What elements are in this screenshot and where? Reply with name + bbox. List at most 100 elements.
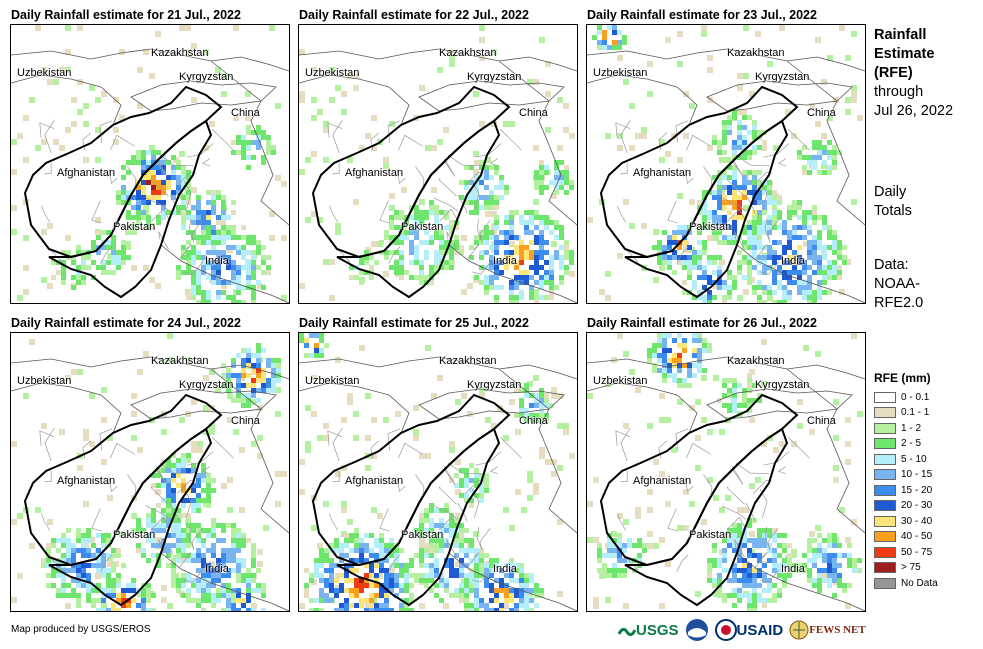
country-label-kazakhstan: Kazakhstan xyxy=(727,355,785,367)
usaid-logo: USAID xyxy=(714,619,783,641)
noaa-seal-icon xyxy=(685,619,708,641)
country-label-kyrgyzstan: Kyrgyzstan xyxy=(755,71,810,83)
legend-item: 0 - 0.1 xyxy=(874,390,929,404)
country-label-uzbekistan: Uzbekistan xyxy=(17,67,72,79)
rainfall-layer xyxy=(587,333,863,611)
panel-1: Daily Rainfall estimate for 21 Jul., 202… xyxy=(9,8,290,308)
border-pakistan xyxy=(336,119,501,299)
border-uzbekistan xyxy=(587,382,698,434)
country-label-pakistan: Pakistan xyxy=(113,529,156,541)
country-label-china: China xyxy=(519,107,548,119)
map-canvas xyxy=(299,333,577,611)
title-line-3: (RFE) xyxy=(874,65,913,81)
country-label-afghanistan: Afghanistan xyxy=(633,167,692,179)
country-label-kyrgyzstan: Kyrgyzstan xyxy=(467,71,522,83)
sidebar-title: Rainfall Estimate (RFE) through Jul 26, … xyxy=(874,26,953,121)
country-label-india: India xyxy=(493,563,517,575)
border-pakistan xyxy=(336,427,501,607)
legend-item: > 75 xyxy=(874,561,921,575)
border-kyrgyzstan xyxy=(418,388,565,420)
rainfall-map: Kazakhstan Uzbekistan Kyrgyzstan China Afgha… xyxy=(298,24,578,304)
border-kyrgyzstan xyxy=(418,80,565,112)
legend-item: 15 - 20 xyxy=(874,483,932,497)
border-china xyxy=(786,368,865,534)
legend-label: 1 - 2 xyxy=(901,422,922,434)
country-label-kyrgyzstan: Kyrgyzstan xyxy=(755,379,810,391)
border-pakistan xyxy=(48,119,213,299)
country-label-kazakhstan: Kazakhstan xyxy=(151,47,209,59)
usgs-logo: USGS xyxy=(618,622,679,639)
panel-title: Daily Rainfall estimate for 21 Jul., 202… xyxy=(11,8,241,22)
legend-swatch xyxy=(874,562,896,573)
legend-label: 10 - 15 xyxy=(901,469,933,480)
border-kazakhstan xyxy=(587,48,865,72)
border-india xyxy=(160,244,289,303)
fewsnet-logo: FEWS NET xyxy=(789,620,866,640)
panel-3: Daily Rainfall estimate for 23 Jul., 202… xyxy=(585,8,866,308)
legend-swatch xyxy=(874,500,896,511)
border-china xyxy=(786,60,865,226)
rainfall-map: Kazakhstan Uzbekistan Kyrgyzstan China Afgha… xyxy=(298,332,578,612)
rainfall-map: Kazakhstan Uzbekistan Kyrgyzstan China Afgha… xyxy=(586,24,866,304)
legend-label: 20 - 30 xyxy=(901,500,933,511)
border-kyrgyzstan xyxy=(706,80,853,112)
border-kazakhstan xyxy=(587,356,865,380)
legend-swatch xyxy=(874,469,896,480)
panel-4: Daily Rainfall estimate for 24 Jul., 202… xyxy=(9,316,290,616)
legend-label: 15 - 20 xyxy=(901,484,933,496)
border-kazakhstan xyxy=(299,356,577,380)
country-label-india: India xyxy=(205,255,229,267)
usgs-wave-icon xyxy=(618,627,636,637)
border-china xyxy=(498,368,577,534)
country-label-kazakhstan: Kazakhstan xyxy=(439,47,497,59)
legend-swatch xyxy=(874,484,896,496)
through-label: through xyxy=(874,84,924,100)
map-canvas xyxy=(11,25,289,303)
title-line-2: Estimate xyxy=(874,46,935,62)
legend-swatch xyxy=(874,453,896,465)
title-line-1: Rainfall xyxy=(874,27,927,43)
legend-item: 2 - 5 xyxy=(874,437,921,451)
legend-item: No Data xyxy=(874,576,938,590)
country-label-pakistan: Pakistan xyxy=(401,221,444,233)
border-china xyxy=(210,60,289,226)
country-label-pakistan: Pakistan xyxy=(689,221,732,233)
legend-label: 30 - 40 xyxy=(901,515,933,527)
legend-title: RFE (mm) xyxy=(874,371,931,385)
border-india xyxy=(736,552,865,611)
border-kyrgyzstan xyxy=(130,388,277,420)
border-uzbekistan xyxy=(587,74,698,126)
country-label-china: China xyxy=(231,107,260,119)
map-canvas xyxy=(587,25,865,303)
country-label-pakistan: Pakistan xyxy=(689,529,732,541)
map-canvas xyxy=(11,333,289,611)
border-india xyxy=(736,244,865,303)
legend-swatch xyxy=(874,546,896,558)
country-label-afghanistan: Afghanistan xyxy=(57,167,116,179)
country-label-uzbekistan: Uzbekistan xyxy=(593,67,648,79)
country-label-china: China xyxy=(807,107,836,119)
credit-text: Map produced by USGS/EROS xyxy=(11,624,151,635)
map-canvas xyxy=(587,333,865,611)
legend-item: 10 - 15 xyxy=(874,468,932,482)
border-china xyxy=(498,60,577,226)
legend-label: 50 - 75 xyxy=(901,546,933,558)
country-label-pakistan: Pakistan xyxy=(113,221,156,233)
country-label-afghanistan: Afghanistan xyxy=(345,167,404,179)
daily-totals-label: Daily Totals xyxy=(874,184,912,219)
country-label-uzbekistan: Uzbekistan xyxy=(305,375,360,387)
country-label-kyrgyzstan: Kyrgyzstan xyxy=(179,379,234,391)
legend-label: 40 - 50 xyxy=(901,531,933,542)
panel-title: Daily Rainfall estimate for 25 Jul., 202… xyxy=(299,316,529,330)
map-canvas xyxy=(299,25,577,303)
country-label-kyrgyzstan: Kyrgyzstan xyxy=(179,71,234,83)
legend-swatch xyxy=(874,577,896,589)
border-india xyxy=(448,552,577,611)
rainfall-map: Kazakhstan Uzbekistan Kyrgyzstan China Afgha… xyxy=(586,332,866,612)
rainfall-layer xyxy=(299,25,575,303)
country-label-afghanistan: Afghanistan xyxy=(57,475,116,487)
panel-title: Daily Rainfall estimate for 24 Jul., 202… xyxy=(11,316,241,330)
rainfall-layer xyxy=(11,333,287,611)
legend-swatch xyxy=(874,438,896,449)
legend-label: 2 - 5 xyxy=(901,438,922,449)
